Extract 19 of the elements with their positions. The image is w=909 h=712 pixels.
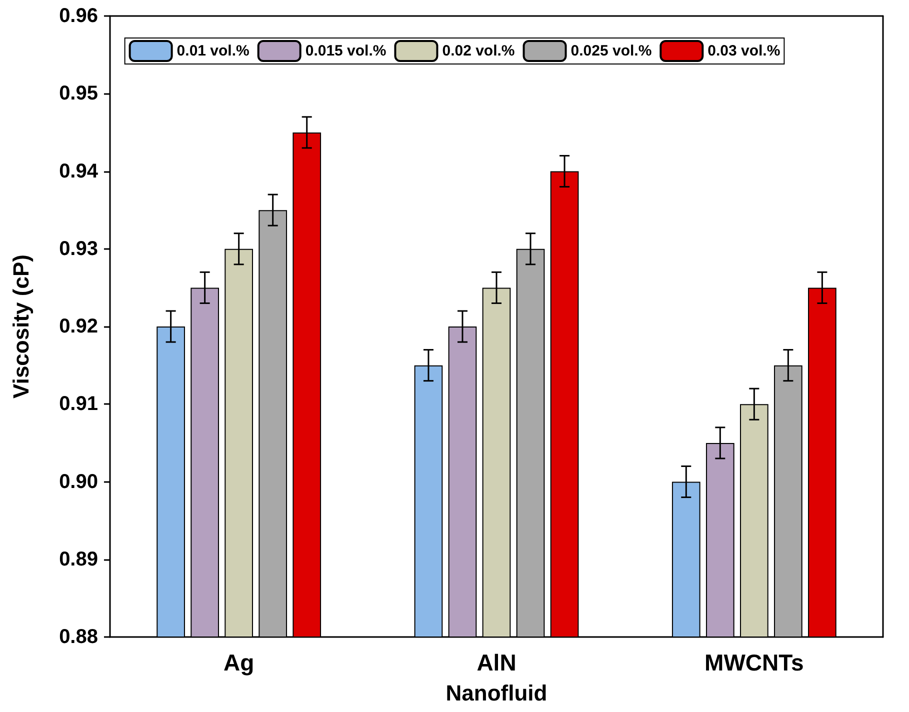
y-tick-label: 0.90 <box>59 470 98 493</box>
y-tick-label: 0.95 <box>59 82 98 105</box>
y-tick-label: 0.89 <box>59 548 98 570</box>
x-tick-label: AlN <box>476 650 516 676</box>
legend-label: 0.03 vol.% <box>708 42 780 60</box>
y-tick-label: 0.92 <box>59 316 98 338</box>
x-tick-label: Ag <box>223 650 254 676</box>
y-tick-label: 0.94 <box>59 160 99 182</box>
legend-label: 0.025 vol.% <box>570 42 652 60</box>
y-tick-label: 0.91 <box>59 393 98 416</box>
y-tick-label: 0.93 <box>59 238 98 260</box>
y-axis-title: Viscosity (cP) <box>8 254 34 398</box>
legend-label: 0.015 vol.% <box>305 42 386 60</box>
y-tick-label: 0.88 <box>59 626 98 648</box>
y-tick-label: 0.96 <box>59 5 98 27</box>
x-axis-title: Nanofluid <box>446 680 548 706</box>
legend-label: 0.02 vol.% <box>442 42 515 60</box>
legend-label: 0.01 vol.% <box>176 42 250 60</box>
x-tick-label: MWCNTs <box>704 650 804 676</box>
